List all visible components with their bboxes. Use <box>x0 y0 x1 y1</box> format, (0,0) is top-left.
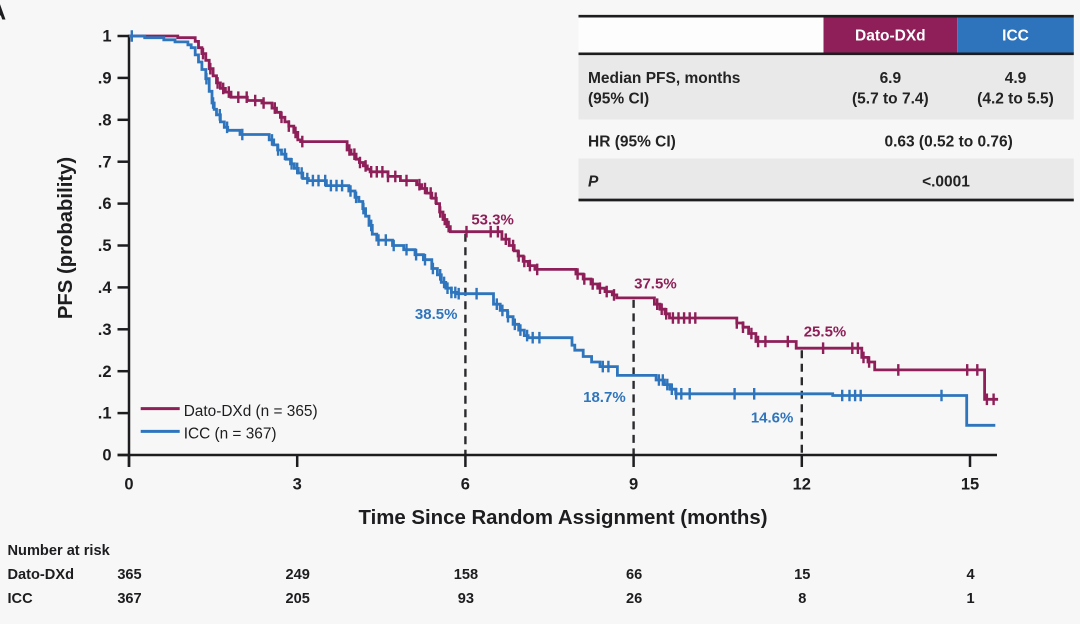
svg-text:.3: .3 <box>98 321 112 339</box>
svg-text:14.6%: 14.6% <box>751 409 794 426</box>
svg-text:4.9: 4.9 <box>1005 70 1027 87</box>
svg-text:249: 249 <box>286 567 310 583</box>
svg-text:Dato-DXd (n = 365): Dato-DXd (n = 365) <box>184 403 318 420</box>
svg-text:.6: .6 <box>98 195 112 213</box>
svg-text:93: 93 <box>458 591 474 607</box>
svg-text:(5.7 to 7.4): (5.7 to 7.4) <box>852 90 929 107</box>
svg-text:Number at risk: Number at risk <box>8 543 111 559</box>
svg-text:.2: .2 <box>98 363 112 381</box>
svg-text:Median PFS, months: Median PFS, months <box>588 70 740 87</box>
svg-text:ICC (n = 367): ICC (n = 367) <box>184 426 277 443</box>
svg-text:9: 9 <box>629 476 638 494</box>
svg-text:ICC: ICC <box>1002 28 1029 45</box>
svg-text:8: 8 <box>798 591 806 607</box>
svg-text:.5: .5 <box>98 237 112 255</box>
svg-text:15: 15 <box>961 476 979 494</box>
svg-text:1: 1 <box>102 28 111 46</box>
svg-text:4: 4 <box>966 567 975 583</box>
svg-text:P: P <box>588 173 599 190</box>
svg-text:.7: .7 <box>98 153 112 171</box>
svg-text:PFS (probability): PFS (probability) <box>55 157 77 319</box>
svg-text:12: 12 <box>793 476 811 494</box>
svg-text:6.9: 6.9 <box>880 70 902 87</box>
svg-text:158: 158 <box>454 567 478 583</box>
svg-text:.4: .4 <box>98 279 113 297</box>
svg-text:A: A <box>0 0 6 25</box>
svg-text:205: 205 <box>286 591 310 607</box>
svg-text:26: 26 <box>626 591 642 607</box>
svg-text:HR (95% CI): HR (95% CI) <box>588 134 676 151</box>
svg-text:.8: .8 <box>98 111 112 129</box>
svg-text:0: 0 <box>102 447 111 465</box>
svg-text:.1: .1 <box>98 405 112 423</box>
svg-text:0: 0 <box>124 476 133 494</box>
svg-text:365: 365 <box>117 567 141 583</box>
svg-text:3: 3 <box>293 476 302 494</box>
svg-text:ICC: ICC <box>8 591 34 607</box>
svg-text:18.7%: 18.7% <box>583 389 626 406</box>
svg-text:25.5%: 25.5% <box>804 324 847 341</box>
svg-text:(4.2 to 5.5): (4.2 to 5.5) <box>977 90 1054 107</box>
svg-text:<.0001: <.0001 <box>922 173 970 190</box>
svg-text:53.3%: 53.3% <box>471 211 514 228</box>
svg-text:.9: .9 <box>98 70 112 88</box>
svg-text:Time Since Random Assignment (: Time Since Random Assignment (months) <box>359 507 768 529</box>
svg-text:15: 15 <box>794 567 810 583</box>
svg-text:66: 66 <box>626 567 642 583</box>
svg-text:Dato-DXd: Dato-DXd <box>8 567 74 583</box>
svg-text:Dato-DXd: Dato-DXd <box>855 28 926 45</box>
svg-text:0.63 (0.52 to 0.76): 0.63 (0.52 to 0.76) <box>884 134 1012 151</box>
svg-text:1: 1 <box>966 591 974 607</box>
svg-text:38.5%: 38.5% <box>415 306 458 323</box>
svg-text:6: 6 <box>461 476 470 494</box>
svg-text:37.5%: 37.5% <box>634 276 677 293</box>
svg-text:(95% CI): (95% CI) <box>588 90 649 107</box>
svg-text:367: 367 <box>117 591 141 607</box>
